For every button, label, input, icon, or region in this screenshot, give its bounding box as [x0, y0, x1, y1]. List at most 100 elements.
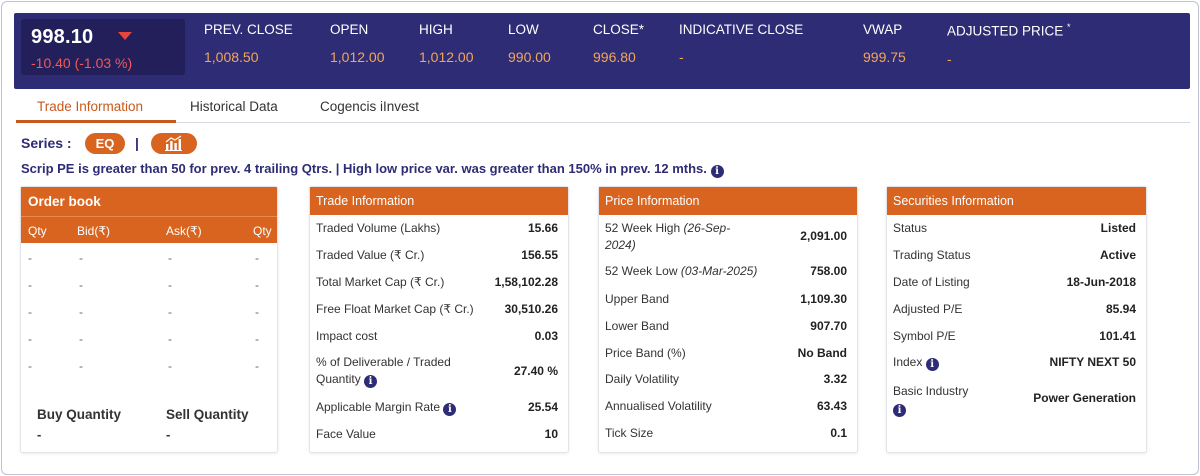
- tab-trade-information[interactable]: Trade Information: [37, 99, 144, 114]
- stat-value: 996.80: [593, 49, 636, 65]
- table-cell: -: [168, 278, 172, 292]
- stat-vwap: VWAP 999.75: [863, 22, 906, 65]
- stat-label-text: ADJUSTED PRICE: [947, 23, 1064, 39]
- row-label: Traded Value (₹ Cr.): [316, 248, 425, 262]
- buy-quantity-value: -: [37, 427, 42, 442]
- row-label-date: (03-Mar-2025): [680, 264, 758, 278]
- trade-information-card: Trade Information Traded Volume (Lakhs) …: [309, 186, 569, 453]
- stat-value: 1,012.00: [330, 49, 385, 65]
- table-cell: -: [79, 332, 83, 346]
- table-cell: -: [28, 359, 32, 373]
- order-book-columns: Qty Bid(₹) Ask(₹) Qty: [21, 216, 277, 243]
- stat-value: 1,012.00: [419, 49, 474, 65]
- table-cell: -: [168, 251, 172, 265]
- table-cell: -: [79, 278, 83, 292]
- row-value: 10: [544, 427, 558, 441]
- table-cell: -: [255, 332, 259, 346]
- stat-label: ADJUSTED PRICE *: [947, 22, 1071, 39]
- stat-label: LOW: [508, 22, 539, 37]
- stat-value: -: [679, 49, 684, 65]
- table-cell: -: [79, 359, 83, 373]
- buy-quantity-label: Buy Quantity: [37, 407, 122, 422]
- order-book-title: Order book: [21, 187, 277, 216]
- row-label-line2: Quantity: [316, 372, 361, 386]
- last-price-box: 998.10 -10.40 (-1.03 %): [21, 19, 185, 75]
- notice-text: Scrip PE is greater than 50 for prev. 4 …: [21, 161, 707, 176]
- stat-value: 1,008.50: [204, 49, 259, 65]
- info-circle-icon[interactable]: i: [925, 358, 939, 371]
- info-circle-icon[interactable]: i: [710, 165, 724, 178]
- stat-close: CLOSE* 996.80: [593, 22, 644, 65]
- row-label: Trading Status: [893, 248, 971, 262]
- row-value: Active: [1099, 248, 1136, 262]
- stat-high: HIGH 1,012.00: [419, 22, 474, 65]
- column-header: Qty: [28, 224, 47, 238]
- securities-information-card: Securities Information Status Listed Tra…: [886, 186, 1147, 453]
- table-cell: -: [255, 251, 259, 265]
- stat-value: 999.75: [863, 49, 906, 65]
- row-label: 52 Week Low (03-Mar-2025): [605, 264, 757, 278]
- stat-value: 990.00: [508, 49, 551, 65]
- row-label-line1: % of Deliverable / Traded: [316, 355, 451, 369]
- row-label: Annualised Volatility: [605, 399, 712, 413]
- table-cell: -: [28, 278, 32, 292]
- active-tab-indicator: [16, 120, 176, 123]
- series-separator: |: [135, 135, 139, 151]
- row-label-date: (26-Sep-: [683, 221, 731, 235]
- table-cell: -: [255, 278, 259, 292]
- row-value: 30,510.26: [504, 302, 558, 316]
- tab-historical-data[interactable]: Historical Data: [190, 99, 278, 114]
- table-cell: -: [28, 251, 32, 265]
- sell-quantity-value: -: [166, 427, 171, 442]
- price-change: -10.40 (-1.03 %): [31, 55, 133, 71]
- row-value: Listed: [1100, 221, 1136, 235]
- row-value: No Band: [797, 346, 847, 360]
- row-label-text: Applicable Margin Rate: [316, 400, 441, 414]
- stat-label: INDICATIVE CLOSE: [679, 22, 804, 37]
- stat-indicative-close: INDICATIVE CLOSE -: [679, 22, 803, 65]
- row-label-text: Basic Industry: [893, 384, 969, 398]
- row-label: Upper Band: [605, 292, 670, 306]
- table-row: - - - -: [21, 278, 277, 298]
- card-title: Price Information: [599, 187, 857, 215]
- stat-adjusted-price: ADJUSTED PRICE * -: [947, 22, 1071, 67]
- column-header: Ask(₹): [166, 224, 202, 238]
- table-cell: -: [79, 305, 83, 319]
- table-cell: -: [28, 305, 32, 319]
- table-cell: -: [79, 251, 83, 265]
- info-circle-icon[interactable]: i: [364, 375, 378, 388]
- row-value: 0.03: [534, 329, 558, 343]
- row-label: Daily Volatility: [605, 372, 680, 386]
- row-label: Free Float Market Cap (₹ Cr.): [316, 302, 474, 316]
- row-label: Tick Size: [605, 426, 654, 440]
- row-value: 2,091.00: [800, 229, 847, 243]
- stat-low: LOW 990.00: [508, 22, 551, 65]
- row-value: 156.55: [521, 248, 558, 262]
- card-title: Securities Information: [887, 187, 1146, 215]
- table-cell: -: [28, 332, 32, 346]
- series-eq-button[interactable]: EQ: [85, 133, 125, 154]
- last-price: 998.10: [31, 26, 94, 48]
- stat-label-sup: *: [1067, 22, 1071, 32]
- row-value: NIFTY NEXT 50: [1049, 355, 1136, 369]
- row-label-text: 52 Week High: [605, 221, 681, 235]
- info-circle-icon[interactable]: i: [893, 404, 906, 417]
- row-label: 52 Week High (26-Sep- 2024): [605, 220, 730, 254]
- row-label: Face Value: [316, 427, 376, 441]
- table-cell: -: [168, 359, 172, 373]
- down-triangle-icon: [118, 32, 132, 40]
- stat-prev-close: PREV. CLOSE 1,008.50: [204, 22, 293, 65]
- row-value: 101.41: [1099, 329, 1136, 343]
- table-cell: -: [255, 305, 259, 319]
- chart-button[interactable]: [151, 133, 197, 154]
- info-circle-icon[interactable]: i: [443, 403, 457, 416]
- price-information-card: Price Information 52 Week High (26-Sep- 2…: [598, 186, 858, 453]
- tab-cogencis-iinvest[interactable]: Cogencis iInvest: [320, 99, 420, 114]
- stat-label: PREV. CLOSE: [204, 22, 293, 37]
- row-label: % of Deliverable / Traded Quantity i: [316, 355, 451, 389]
- series-label: Series :: [21, 135, 72, 151]
- row-value: 758.00: [810, 264, 847, 278]
- row-value: 85.94: [1105, 302, 1136, 316]
- table-cell: -: [168, 305, 172, 319]
- row-label: Lower Band: [605, 319, 670, 333]
